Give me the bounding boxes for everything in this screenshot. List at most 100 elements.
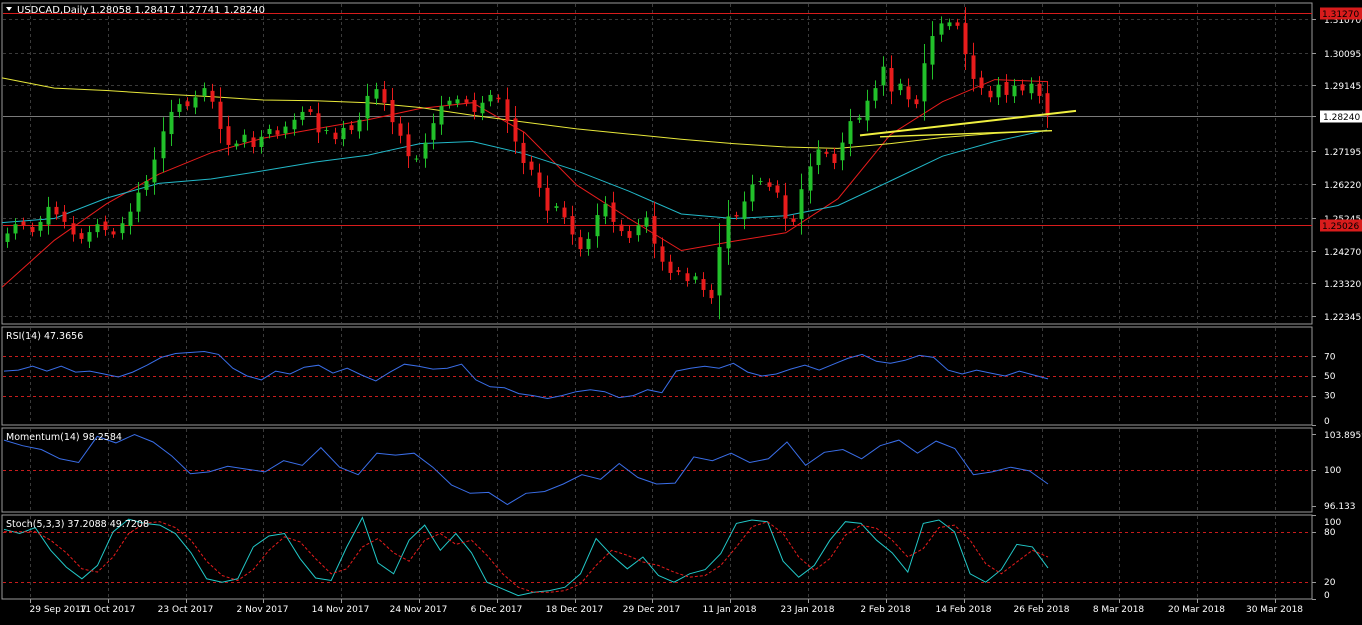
bear-candle-body[interactable] [496,97,501,100]
bull-candle-body[interactable] [177,104,182,112]
bull-candle-body[interactable] [357,119,362,132]
bear-candle-body[interactable] [988,90,993,98]
bull-candle-body[interactable] [726,216,731,249]
bull-candle-body[interactable] [292,119,297,130]
bull-candle-body[interactable] [636,225,641,236]
bear-candle-body[interactable] [79,233,84,239]
bear-candle-body[interactable] [21,221,26,226]
bear-candle-body[interactable] [1037,83,1042,96]
bear-candle-body[interactable] [218,101,223,129]
bull-candle-body[interactable] [202,88,207,96]
bull-candle-body[interactable] [848,121,853,144]
bear-candle-body[interactable] [251,137,256,147]
bear-candle-body[interactable] [578,237,583,250]
bull-candle-body[interactable] [136,192,141,212]
bear-candle-body[interactable] [668,261,673,273]
bear-candle-body[interactable] [226,126,231,145]
bear-candle-body[interactable] [562,207,567,218]
bull-candle-body[interactable] [1029,83,1034,94]
bear-candle-body[interactable] [832,153,837,163]
bull-candle-body[interactable] [947,22,952,27]
bull-candle-body[interactable] [169,111,174,135]
bull-candle-body[interactable] [95,224,100,233]
bull-candle-body[interactable] [693,276,698,280]
bull-candle-body[interactable] [267,128,272,135]
bear-candle-body[interactable] [627,231,632,238]
bear-candle-body[interactable] [685,273,690,282]
bear-candle-body[interactable] [316,113,321,133]
bear-candle-body[interactable] [406,134,411,157]
bull-candle-body[interactable] [439,106,444,125]
bear-candle-body[interactable] [333,132,338,140]
bull-candle-body[interactable] [857,117,862,120]
bear-candle-body[interactable] [390,100,395,123]
bull-candle-body[interactable] [152,159,157,183]
bull-candle-body[interactable] [717,247,722,296]
bull-candle-body[interactable] [13,224,18,234]
bear-candle-body[interactable] [1020,84,1025,91]
bull-candle-body[interactable] [996,84,1001,98]
bull-candle-body[interactable] [1012,85,1017,97]
bull-candle-body[interactable] [742,201,747,220]
bear-candle-body[interactable] [734,215,739,217]
bear-candle-body[interactable] [464,99,469,103]
bull-candle-body[interactable] [283,126,288,134]
bear-candle-body[interactable] [349,125,354,130]
bear-candle-body[interactable] [513,118,518,142]
bull-candle-body[interactable] [873,88,878,101]
bull-candle-body[interactable] [120,223,125,234]
bear-candle-body[interactable] [783,195,788,219]
bull-candle-body[interactable] [374,89,379,99]
bull-candle-body[interactable] [480,102,485,114]
bull-candle-body[interactable] [161,131,166,159]
bull-candle-body[interactable] [930,36,935,65]
bear-candle-body[interactable] [979,77,984,89]
bear-candle-body[interactable] [472,100,477,112]
bear-candle-body[interactable] [767,182,772,187]
bull-candle-body[interactable] [259,136,264,147]
bull-candle-body[interactable] [898,83,903,91]
bear-candle-body[interactable] [791,218,796,222]
bear-candle-body[interactable] [103,221,108,231]
bear-candle-body[interactable] [570,216,575,235]
bear-candle-body[interactable] [398,123,403,136]
bull-candle-body[interactable] [193,97,198,108]
bear-candle-body[interactable] [701,279,706,290]
bear-candle-body[interactable] [54,206,59,215]
bull-candle-body[interactable] [799,189,804,220]
bear-candle-body[interactable] [906,86,911,100]
bear-candle-body[interactable] [889,68,894,92]
bear-candle-body[interactable] [660,246,665,262]
bear-candle-body[interactable] [185,101,190,107]
bear-candle-body[interactable] [619,224,624,232]
bull-candle-body[interactable] [341,127,346,140]
bull-candle-body[interactable] [455,99,460,104]
bull-candle-body[interactable] [423,142,428,159]
bull-candle-body[interactable] [554,206,559,208]
bull-candle-body[interactable] [128,211,133,226]
bear-candle-body[interactable] [71,223,76,235]
bear-candle-body[interactable] [1004,81,1009,95]
bear-candle-body[interactable] [914,99,919,105]
bull-candle-body[interactable] [38,221,43,231]
bear-candle-body[interactable] [676,270,681,272]
bull-candle-body[interactable] [234,143,239,147]
bull-candle-body[interactable] [431,123,436,140]
bull-candle-body[interactable] [595,215,600,237]
bull-candle-body[interactable] [46,206,51,225]
bear-candle-body[interactable] [308,109,313,112]
bull-candle-body[interactable] [242,134,247,143]
bear-candle-body[interactable] [545,187,550,211]
bull-candle-body[interactable] [865,100,870,121]
bull-candle-body[interactable] [644,217,649,227]
bull-candle-body[interactable] [365,95,370,119]
bull-candle-body[interactable] [324,129,329,131]
bull-candle-body[interactable] [808,166,813,191]
bear-candle-body[interactable] [537,172,542,188]
bear-candle-body[interactable] [1045,93,1050,116]
bear-candle-body[interactable] [971,55,976,79]
trendline[interactable] [859,109,1077,137]
bear-candle-body[interactable] [955,22,960,26]
